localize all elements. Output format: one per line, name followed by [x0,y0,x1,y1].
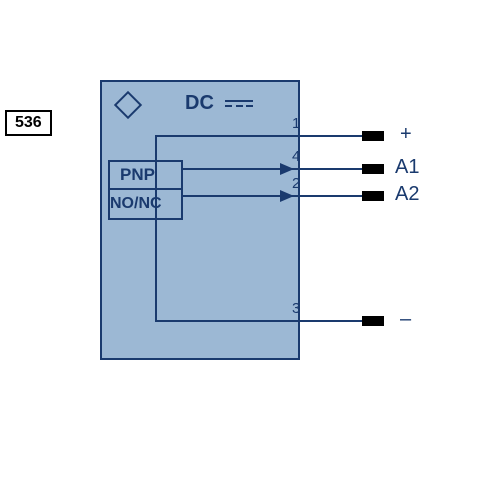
nonc-label: NO/NC [110,195,162,213]
wire-number: 3 [292,300,300,317]
wire-3 [155,320,362,322]
reference-number-box: 536 [5,110,52,136]
terminal-label: A1 [395,156,419,179]
output-type-divider [108,188,183,190]
terminal-label: – [400,308,411,331]
terminal-block [362,131,384,141]
terminal-block [362,164,384,174]
terminal-block [362,316,384,326]
vertical-wire [155,135,157,322]
terminal-label: A2 [395,183,419,206]
wire-4 [183,168,362,170]
wire-number: 4 [292,148,300,165]
wire-1 [155,135,362,137]
wire-number: 1 [292,115,300,132]
wire-number: 2 [292,175,300,192]
dc-symbol-icon [225,100,253,107]
terminal-label: + [400,123,412,146]
wire-2 [183,195,362,197]
pnp-label: PNP [120,165,155,185]
sensor-body [100,80,300,360]
dc-label: DC [185,92,214,115]
reference-number: 536 [15,114,42,131]
terminal-block [362,191,384,201]
